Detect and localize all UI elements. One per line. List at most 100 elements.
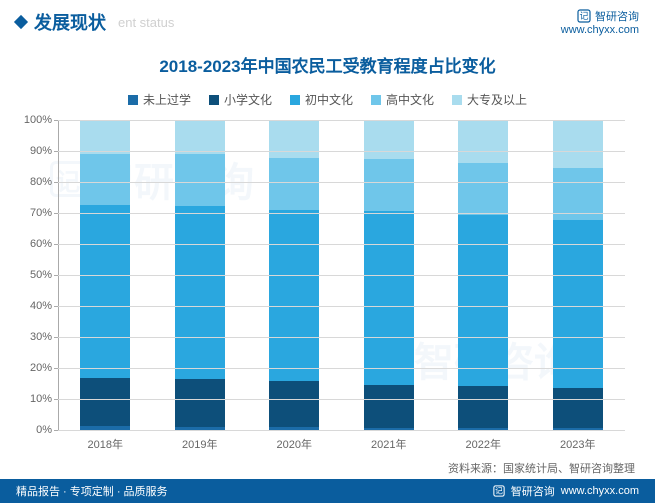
bar-segment [269,158,319,210]
bar-segment [269,381,319,427]
y-axis-label: 70% [20,207,52,219]
brand-icon: 记 [493,485,505,497]
bar-segment [458,386,508,428]
y-tick [54,368,58,369]
chart-title: 2018-2023年中国农民工受教育程度占比变化 [20,52,635,77]
y-tick [54,399,58,400]
legend-swatch [209,95,219,105]
x-axis-label: 2019年 [175,436,225,452]
bar-segment [80,378,130,426]
y-tick [54,120,58,121]
grid-line [58,368,625,369]
brand-site: www.chyxx.com [561,24,639,36]
bar-segment [364,211,414,385]
legend-label: 大专及以上 [467,91,527,108]
x-axis-label: 2020年 [269,436,319,452]
bar-segment [553,120,603,168]
grid-line [58,120,625,121]
bar-segment [458,120,508,162]
bar-segment [553,168,603,219]
header-brand: 记 智研咨询 www.chyxx.com [561,8,639,36]
bar-segment [364,385,414,427]
y-tick [54,151,58,152]
legend-item: 高中文化 [371,91,434,108]
legend-swatch [128,95,138,105]
x-axis-label: 2021年 [364,436,414,452]
bar-segment [269,210,319,382]
bar-segment [175,120,225,154]
y-tick [54,182,58,183]
y-axis-label: 30% [20,331,52,343]
plot-area: 0%10%20%30%40%50%60%70%80%90%100% [58,120,625,430]
footer-brand: 智研咨询 [511,483,555,499]
bar-segment [269,120,319,158]
grid-line [58,275,625,276]
brand-text: 智研咨询 [595,8,639,24]
legend-swatch [290,95,300,105]
diamond-icon [14,15,28,29]
bar-segment [175,379,225,426]
x-axis-labels: 2018年 2019年 2020年 2021年 2022年 2023年 [58,436,625,452]
legend-item: 大专及以上 [452,91,527,108]
legend-item: 初中文化 [290,91,353,108]
x-axis-label: 2023年 [553,436,603,452]
grid-line [58,244,625,245]
y-tick [54,337,58,338]
legend-swatch [452,95,462,105]
footer-right: 记 智研咨询 www.chyxx.com [493,483,639,499]
bar-segment [175,206,225,380]
y-tick [54,275,58,276]
y-axis-label: 10% [20,393,52,405]
source-text: 资料来源：国家统计局、智研咨询整理 [0,452,655,476]
y-axis-label: 100% [20,114,52,126]
y-axis-label: 20% [20,362,52,374]
grid-line [58,337,625,338]
header-left: 发展现状 ent status [16,9,174,35]
bar-segment [458,215,508,386]
y-axis-label: 80% [20,176,52,188]
grid-line [58,151,625,152]
x-axis-label: 2018年 [80,436,130,452]
chart-container: 2018-2023年中国农民工受教育程度占比变化 未上过学 小学文化 初中文化 高中文… [0,52,655,452]
footer: 精品报告 · 专项定制 · 品质服务 记 智研咨询 www.chyxx.com [0,479,655,503]
y-axis-label: 90% [20,145,52,157]
bar-segment [364,159,414,212]
y-axis-label: 40% [20,300,52,312]
y-axis-label: 60% [20,238,52,250]
grid-line [58,213,625,214]
grid-line [58,306,625,307]
legend-label: 小学文化 [224,91,272,108]
header-title-cn: 发展现状 [34,9,106,35]
bar-segment [80,154,130,205]
legend: 未上过学 小学文化 初中文化 高中文化 大专及以上 [20,91,635,108]
svg-text:记: 记 [495,487,503,496]
y-axis-label: 50% [20,269,52,281]
svg-text:记: 记 [579,11,588,21]
legend-label: 未上过学 [143,91,191,108]
footer-left: 精品报告 · 专项定制 · 品质服务 [16,483,168,499]
grid-line [58,182,625,183]
header-title-en: ent status [118,15,174,30]
bar-segment [553,388,603,428]
bar-segment [364,120,414,159]
legend-label: 高中文化 [386,91,434,108]
grid-line [58,399,625,400]
y-tick [54,213,58,214]
bar-segment [175,154,225,205]
legend-item: 小学文化 [209,91,272,108]
x-axis-label: 2022年 [458,436,508,452]
bar-segment [458,163,508,216]
legend-swatch [371,95,381,105]
y-tick [54,430,58,431]
legend-label: 初中文化 [305,91,353,108]
y-tick [54,306,58,307]
footer-site: www.chyxx.com [561,485,639,497]
bar-segment [80,120,130,154]
legend-item: 未上过学 [128,91,191,108]
y-tick [54,244,58,245]
y-axis-label: 0% [20,424,52,436]
brand-icon: 记 [577,9,591,23]
grid-line [58,430,625,431]
bar-segment [80,205,130,378]
header: 发展现状 ent status 记 智研咨询 www.chyxx.com [0,0,655,40]
